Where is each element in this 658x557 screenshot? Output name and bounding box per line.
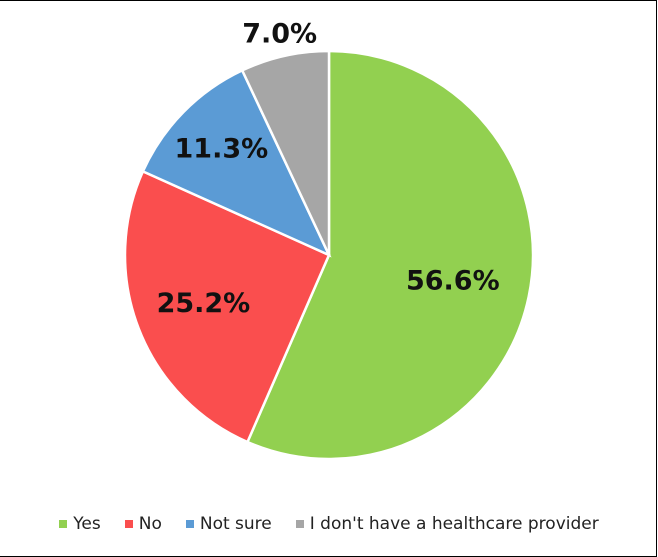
- legend: Yes No Not sure I don't have a healthcar…: [0, 514, 658, 534]
- legend-label-not-sure: Not sure: [199, 514, 272, 534]
- pie-slice-yes: [245, 49, 535, 461]
- data-label-no: 25.2%: [157, 288, 251, 319]
- data-label-i-don-t-have-a-healthcare-provider: 7.0%: [242, 19, 317, 50]
- legend-item-no: No: [124, 514, 162, 534]
- pie-slice-no: [123, 169, 331, 444]
- legend-swatch-not-sure: [185, 520, 194, 528]
- legend-swatch-no-provider: [295, 520, 304, 528]
- legend-item-no-provider: I don't have a healthcare provider: [295, 514, 599, 534]
- pie-slice-not-sure: [141, 68, 332, 258]
- legend-label-no-provider: I don't have a healthcare provider: [309, 514, 599, 534]
- legend-label-no: No: [138, 514, 162, 534]
- data-label-yes: 56.6%: [406, 265, 500, 296]
- legend-swatch-no: [124, 520, 133, 528]
- legend-item-not-sure: Not sure: [185, 514, 272, 534]
- legend-item-yes: Yes: [59, 514, 101, 534]
- pie-slices: [123, 49, 535, 461]
- pie-slice-i-don-t-have-a-healthcare-provider: [240, 49, 331, 256]
- legend-label-yes: Yes: [73, 514, 101, 534]
- pie-data-labels: 56.6% 25.2% 11.3% 7.0%: [157, 19, 500, 320]
- pie-chart: 56.6% 25.2% 11.3% 7.0%: [123, 19, 535, 461]
- legend-swatch-yes: [59, 520, 68, 528]
- data-label-not-sure: 11.3%: [175, 134, 269, 165]
